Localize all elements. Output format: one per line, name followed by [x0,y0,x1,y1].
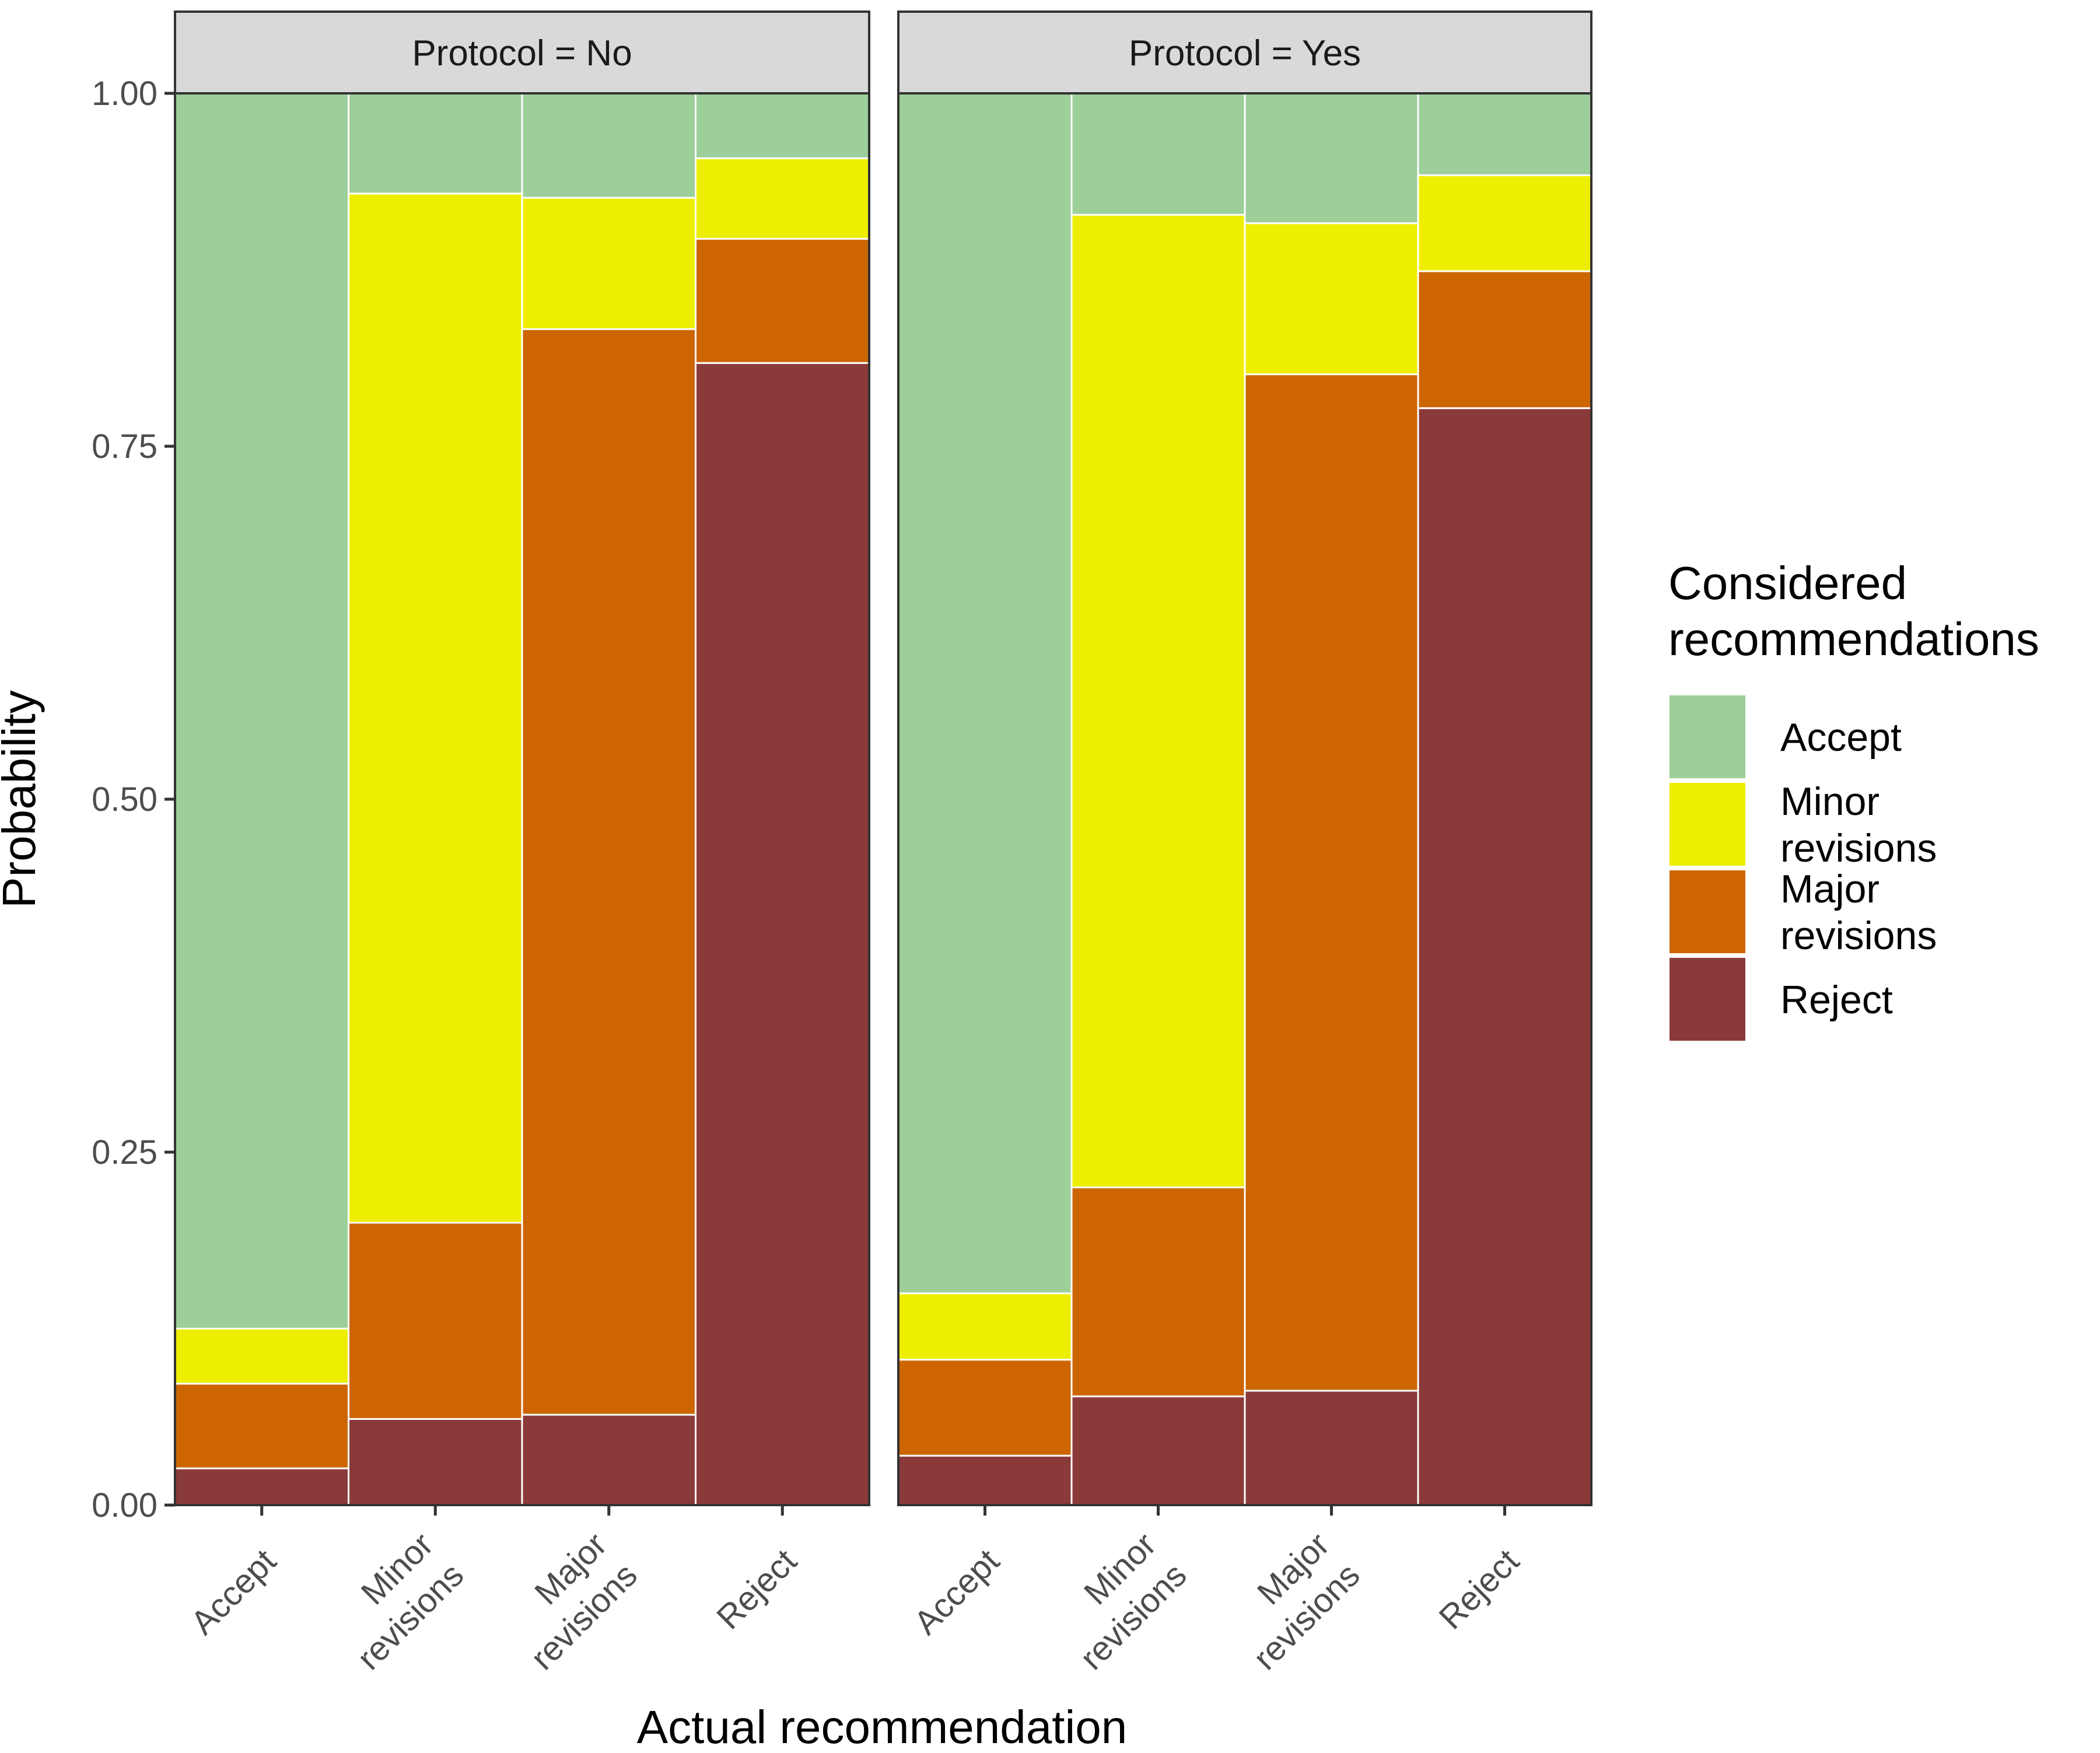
legend-key-minor-revisions [1667,781,1748,868]
legend-label: Reject [1780,978,1893,1022]
facet-strip [174,11,870,95]
bar-segment-major-revisions [174,1383,349,1469]
bar-segment-major-revisions [695,237,870,364]
bar-segment-major-revisions [897,1359,1073,1457]
x-tick-label: Minorrevisions [319,1525,471,1677]
y-tick-label: 0.50 [92,781,158,818]
bar-segment-minor-revisions [897,1292,1073,1361]
bar-segment-reject [1070,1395,1246,1506]
bar-segment-accept [1244,92,1419,225]
bar-segment-accept [348,92,523,195]
bar-segment-accept [695,92,870,159]
bar-segment-major-revisions [1244,373,1419,1392]
bar-segment-minor-revisions [695,157,870,240]
bar-segment-major-revisions [348,1222,523,1420]
x-tick-label: Majorrevisions [493,1525,645,1677]
bar-segment-major-revisions [1070,1187,1246,1398]
bar-segment-minor-revisions [348,193,523,1224]
x-axis-title: Actual recommendation [637,1701,1127,1750]
facet-strip [897,11,1592,95]
bar-segment-reject [1244,1390,1419,1506]
facet-strip-label: Protocol = Yes [1129,33,1361,74]
bar-segment-major-revisions [1417,270,1592,410]
panel-border [174,92,870,1506]
y-axis-title: Probability [0,690,45,908]
bar-segment-accept [521,92,696,199]
x-tick-label: Reject [709,1542,804,1636]
legend-key-major-revisions [1667,868,1748,956]
x-tick-label: Accept [907,1542,1006,1642]
legend-key-accept [1667,693,1748,781]
panel-border [897,92,1592,1506]
x-tick-label: Reject [1432,1542,1526,1636]
legend-label: Major revisions [1780,867,1937,958]
bar-segment-reject [348,1418,523,1506]
x-tick-label: Minorrevisions [1042,1525,1194,1677]
bar-segment-minor-revisions [1417,174,1592,272]
bar-segment-major-revisions [521,328,696,1416]
bar-segment-minor-revisions [521,197,696,330]
bar-segment-minor-revisions [1070,214,1246,1188]
legend-key-reject [1667,956,1748,1043]
bar-segment-reject [521,1413,696,1506]
bar-segment-reject [174,1467,349,1506]
bar-segment-minor-revisions [174,1328,349,1385]
bar-segment-accept [1070,92,1246,216]
bar-segment-minor-revisions [1244,222,1419,376]
facet-strip-label: Protocol = No [412,33,632,74]
legend-title: Considered recommendations [1668,557,2039,665]
x-tick-label: Accept [184,1542,284,1642]
legend-label: Accept [1780,715,1902,760]
bar-segment-accept [897,92,1073,1294]
y-tick-label: 1.00 [92,75,158,113]
bar-segment-reject [695,362,870,1506]
legend-label: Minor revisions [1780,779,1937,870]
y-tick-label: 0.75 [92,428,158,466]
bar-segment-reject [1417,407,1592,1506]
bar-segment-accept [1417,92,1592,176]
y-tick-label: 0.00 [92,1486,158,1524]
bar-segment-reject [897,1454,1073,1506]
bar-segment-accept [174,92,349,1329]
x-tick-label: Majorrevisions [1216,1525,1367,1677]
y-tick-label: 0.25 [92,1133,158,1171]
